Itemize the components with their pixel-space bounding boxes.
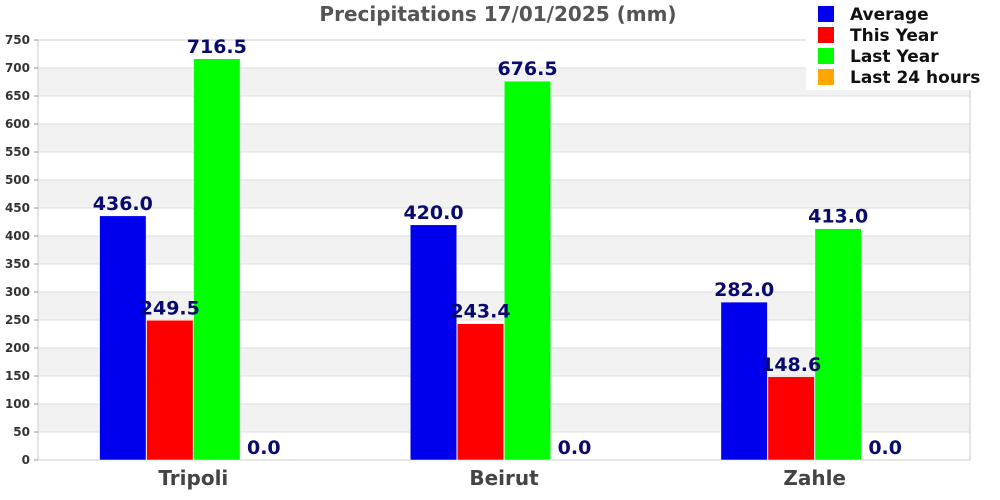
legend-label: This Year <box>850 26 938 46</box>
data-labels: 436.0 249.5 716.5 0.0 420.0 243.4 676.5 0.0 282.… <box>93 36 902 459</box>
y-tick-label: 200 <box>5 341 30 355</box>
legend-label: Last Year <box>850 47 939 67</box>
bar-this-year-beirut <box>457 323 504 461</box>
x-tick-label: Zahle <box>783 466 846 490</box>
bar-last-year-tripoli <box>193 58 241 461</box>
data-label: 0.0 <box>868 437 902 459</box>
data-label: 413.0 <box>808 206 868 228</box>
x-axis: Tripoli Beirut Zahle <box>158 466 846 490</box>
y-tick-label: 450 <box>5 201 30 215</box>
chart-title: Precipitations 17/01/2025 (mm) <box>319 2 676 26</box>
bar-average-tripoli <box>99 215 147 461</box>
data-label: 243.4 <box>450 301 510 323</box>
bar-this-year-zahle <box>767 376 815 461</box>
y-tick-label: 50 <box>13 425 30 439</box>
legend-label: Average <box>850 5 929 25</box>
data-label: 249.5 <box>140 297 200 319</box>
data-label: 716.5 <box>187 36 247 58</box>
x-tick-label: Beirut <box>469 466 539 490</box>
y-tick-label: 100 <box>5 397 30 411</box>
y-tick-label: 600 <box>5 117 30 131</box>
legend-swatch <box>818 6 834 22</box>
y-tick-label: 400 <box>5 229 30 243</box>
data-label: 148.6 <box>761 354 821 376</box>
y-tick-label: 550 <box>5 145 30 159</box>
y-tick-label: 650 <box>5 89 30 103</box>
legend-background <box>806 0 1000 90</box>
y-tick-label: 700 <box>5 61 30 75</box>
data-label: 0.0 <box>558 437 592 459</box>
y-tick-label: 150 <box>5 369 30 383</box>
legend-label: Last 24 hours <box>850 68 980 88</box>
x-tick-label: Tripoli <box>158 466 228 490</box>
bar-average-zahle <box>720 301 768 461</box>
bar-average-beirut <box>410 224 457 461</box>
data-label: 282.0 <box>714 279 774 301</box>
bar-last-year-zahle <box>814 228 862 461</box>
bar-this-year-tripoli <box>146 320 194 461</box>
bar-last-year-beirut <box>504 80 551 461</box>
data-label: 676.5 <box>497 58 557 80</box>
bars <box>99 58 862 461</box>
y-tick-label: 300 <box>5 285 30 299</box>
y-axis: 0 50 100 150 200 250 300 350 400 450 500 550 600 650 7… <box>5 33 38 467</box>
y-tick-label: 750 <box>5 33 30 47</box>
legend-swatch <box>818 27 834 43</box>
y-tick-label: 0 <box>22 453 30 467</box>
legend-swatch <box>818 48 834 64</box>
data-label: 0.0 <box>247 437 281 459</box>
y-tick-label: 500 <box>5 173 30 187</box>
legend-swatch <box>818 69 834 85</box>
data-label: 420.0 <box>403 202 463 224</box>
data-label: 436.0 <box>93 193 153 215</box>
y-tick-label: 250 <box>5 313 30 327</box>
y-tick-label: 350 <box>5 257 30 271</box>
